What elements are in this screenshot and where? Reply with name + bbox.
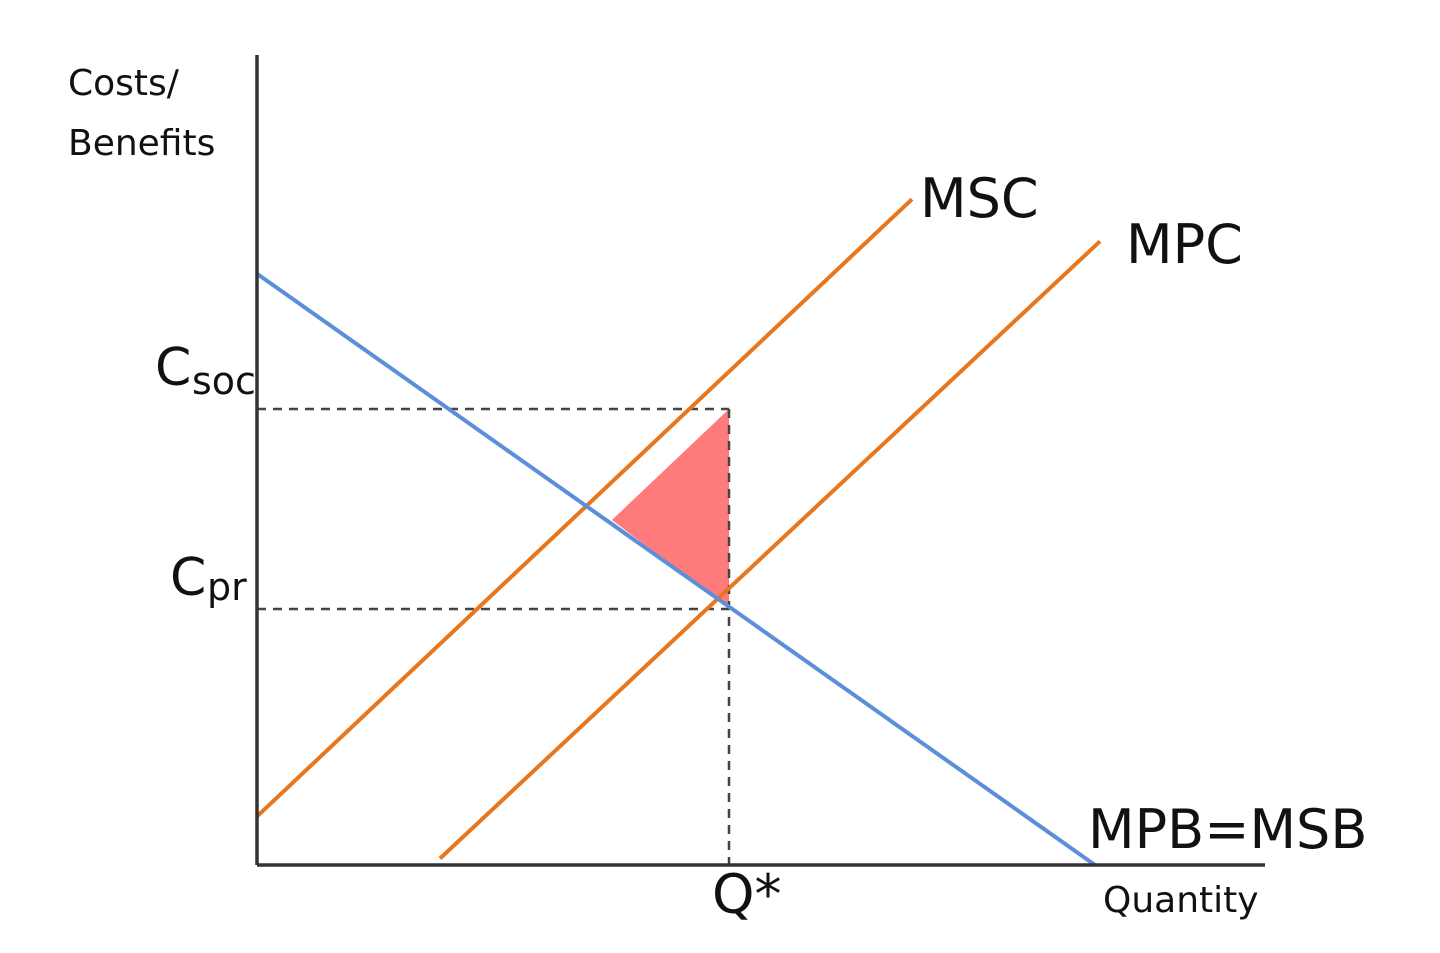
mpc-label: MPC (1126, 213, 1243, 276)
mpc-curve (438, 239, 1102, 860)
mpb-msb-label: MPB=MSB (1088, 798, 1367, 861)
c-pr-label: C pr (170, 548, 247, 609)
c-pr-label-main: C (170, 548, 206, 608)
msc-curve (255, 197, 914, 818)
c-soc-label-subscript: soc (192, 359, 256, 403)
c-soc-label-main: C (155, 338, 191, 398)
x-axis-title: Quantity (1103, 880, 1259, 921)
msc-label: MSC (920, 167, 1039, 230)
y-axis-title-line1: Costs/ (68, 63, 180, 104)
y-axis-title-line2: Benefits (68, 123, 215, 164)
q-star-label: Q* (712, 863, 782, 926)
mpb-msb-curve (255, 272, 1097, 867)
c-soc-label: C soc (155, 338, 256, 403)
deadweight-loss-triangle (612, 408, 729, 610)
c-pr-label-subscript: pr (207, 565, 247, 609)
